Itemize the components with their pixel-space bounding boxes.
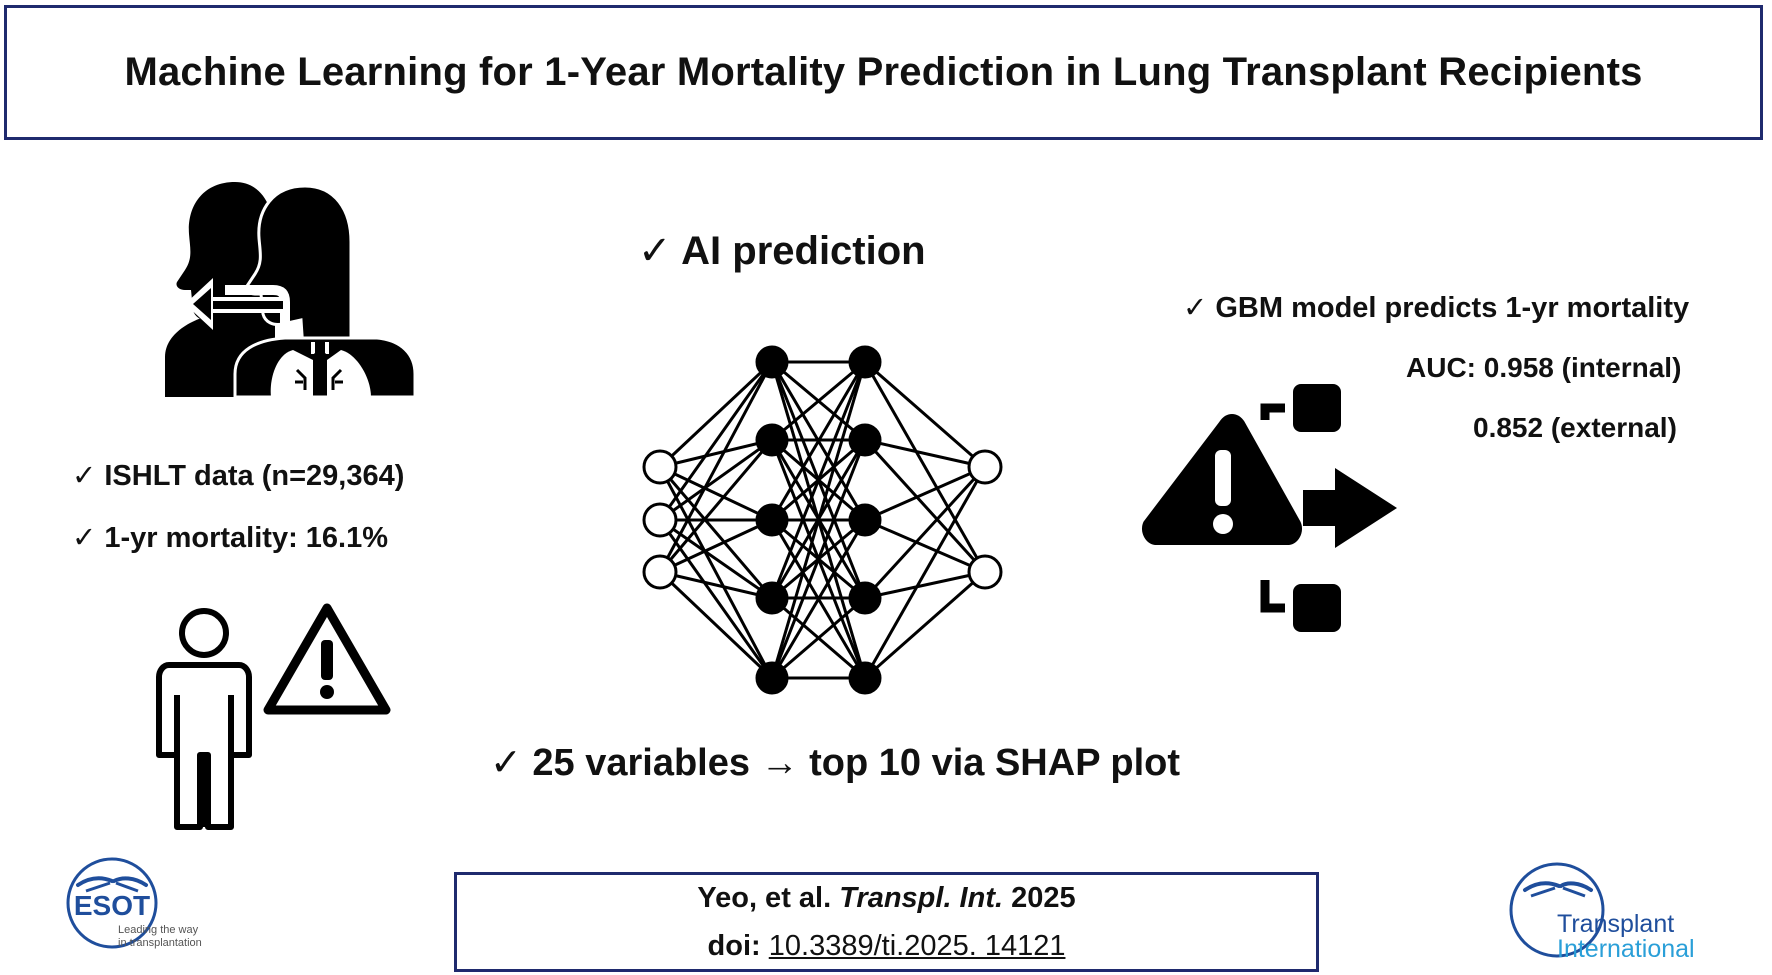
lung-transplant-icon [165, 182, 417, 399]
input-node [642, 449, 678, 485]
network-connection [864, 438, 986, 469]
network-connection [659, 570, 773, 600]
esot-name: ESOT [74, 890, 150, 921]
hidden-node [755, 503, 789, 537]
hidden-node [755, 345, 789, 379]
auc-internal: AUC: 0.958 (internal) [1406, 352, 1682, 383]
hidden-node [848, 661, 882, 695]
network-connection [864, 518, 986, 574]
network-connection [770, 361, 867, 521]
network-connection [771, 360, 866, 442]
network-connection [770, 361, 867, 599]
esot-tagline2: in transplantation [118, 937, 202, 949]
network-connection [658, 519, 774, 679]
input-node [642, 554, 678, 590]
output-node [967, 449, 1003, 485]
network-connection [659, 438, 773, 469]
network-connection [770, 439, 867, 679]
gbm-model-heading: ✓ GBM model predicts 1-yr mortality [1183, 292, 1690, 324]
network-connection [658, 439, 774, 573]
hidden-node [755, 581, 789, 615]
ti-line2: International [1557, 935, 1695, 963]
network-connection [658, 570, 774, 680]
input-node [642, 502, 678, 538]
network-connection [659, 518, 773, 600]
esot-tagline1: Leading the way [118, 924, 199, 936]
ai-prediction-heading: ✓ AI prediction [638, 229, 926, 273]
network-connection [770, 519, 867, 679]
ishlt-data-bullet: ✓ ISHLT data (n=29,364) [72, 460, 405, 492]
transplant-international-logo: Transplant International [1509, 862, 1695, 963]
neural-network-icon [642, 345, 1003, 695]
risk-alert-icon [1136, 384, 1397, 632]
network-connection [770, 361, 867, 679]
hidden-node [848, 503, 882, 537]
page-title: Machine Learning for 1-Year Mortality Pr… [124, 50, 1643, 94]
network-connection [658, 360, 774, 469]
network-connection [864, 465, 986, 522]
network-connection [863, 465, 987, 600]
citation-box: Yeo, et al. Transpl. Int. 2025 doi: 10.3… [454, 872, 1319, 972]
network-connection [658, 466, 774, 599]
mortality-rate-bullet: ✓ 1-yr mortality: 16.1% [72, 522, 389, 554]
warning-triangle-icon [263, 603, 391, 715]
citation-line: Yeo, et al. Transpl. Int. 2025 [697, 874, 1075, 922]
doi-line: doi: 10.3389/ti.2025. 14121 [708, 922, 1066, 970]
network-connection [771, 596, 866, 680]
network-connection [863, 361, 987, 573]
esot-logo: ESOT Leading the way in transplantation [66, 857, 202, 949]
hidden-node [848, 423, 882, 457]
network-connection [658, 361, 774, 521]
hidden-node [755, 423, 789, 457]
citation-journal: Transpl. Int. [839, 882, 1004, 914]
network-connection [864, 570, 986, 680]
network-connection [863, 438, 987, 574]
network-connection [658, 361, 774, 573]
doi-link[interactable]: 10.3389/ti.2025. 14121 [768, 930, 1066, 962]
auc-external: 0.852 (external) [1473, 412, 1677, 443]
doi-label: doi: [707, 930, 761, 962]
output-node [967, 554, 1003, 590]
hidden-node [755, 661, 789, 695]
network-connection [659, 465, 773, 522]
citation-year: 2025 [1011, 882, 1076, 914]
hidden-node [848, 581, 882, 615]
citation-authors: Yeo, et al. [697, 882, 832, 914]
network-connection [659, 438, 773, 522]
title-box: Machine Learning for 1-Year Mortality Pr… [4, 5, 1763, 140]
shap-variables-text: ✓ 25 variables → top 10 via SHAP plot [490, 742, 1181, 784]
network-connection [658, 466, 774, 679]
network-connection [864, 360, 986, 469]
network-connection [863, 466, 987, 679]
network-connection [864, 570, 986, 600]
hidden-node [848, 345, 882, 379]
person-icon [156, 608, 252, 830]
network-connection [659, 518, 773, 574]
ti-line1: Transplant [1557, 910, 1674, 938]
